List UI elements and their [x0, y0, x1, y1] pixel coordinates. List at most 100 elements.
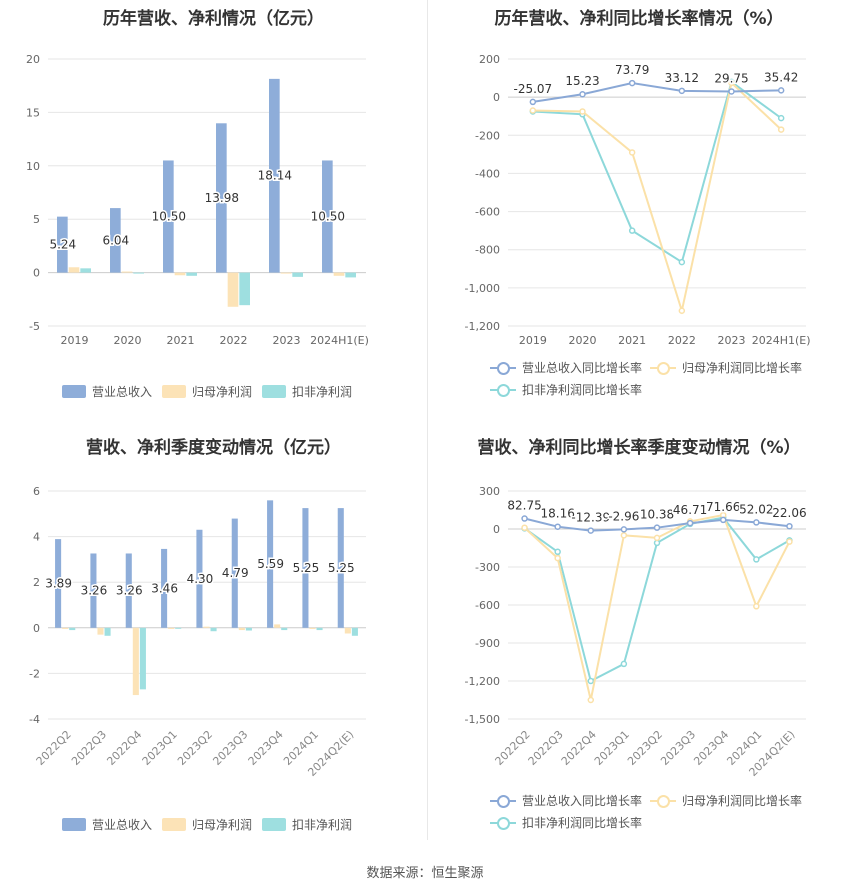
legend-label: 扣非净利润 — [292, 385, 353, 399]
legend-swatch — [62, 818, 86, 831]
legend-item-revenue[interactable]: 营业总收入 — [62, 383, 152, 400]
legend-item-revenue-growth[interactable]: 营业总收入同比增长率 — [490, 359, 642, 376]
x-tick-label: 2022Q4 — [104, 728, 144, 768]
annual-bar-chart: 20 15 10 5 0 -5 5.24 6.04 10.50 13.98 18.14 10.50 20… — [26, 53, 369, 347]
bar-revenue — [196, 529, 203, 628]
y-tick-label: 2 — [33, 576, 40, 589]
y-tick-label: -1,000 — [465, 282, 500, 295]
data-point — [678, 307, 686, 314]
data-point — [620, 532, 628, 539]
legend-item-deducted-profit[interactable]: 扣非净利润 — [262, 816, 352, 833]
legend-swatch — [490, 361, 516, 375]
bar-deducted-profit — [69, 627, 76, 631]
x-tick-label: 2022Q3 — [69, 728, 109, 768]
legend-item-deducted-growth[interactable]: 扣非净利润同比增长率 — [490, 814, 642, 831]
data-point — [653, 524, 661, 531]
data-point — [786, 538, 793, 545]
bar-deducted-profit — [351, 627, 358, 636]
legend-item-revenue-growth[interactable]: 营业总收入同比增长率 — [490, 792, 642, 809]
bar-parent-profit — [309, 627, 316, 629]
data-point — [628, 149, 636, 156]
bar-revenue — [161, 548, 168, 628]
data-point — [753, 519, 760, 526]
bar-parent-profit — [132, 627, 139, 696]
y-tick-label: 0 — [493, 523, 500, 536]
data-point — [628, 79, 636, 87]
bar-parent-profit — [203, 626, 210, 628]
bar-revenue — [337, 508, 344, 628]
bar-parent-profit — [344, 627, 351, 634]
y-tick-label: -2 — [29, 667, 40, 680]
y-tick-label: -800 — [475, 244, 500, 257]
x-tick-label: 2024H1(E) — [752, 334, 811, 347]
data-point — [777, 114, 785, 122]
bar-revenue — [322, 160, 333, 273]
data-point — [587, 696, 595, 704]
legend-swatch — [262, 818, 286, 831]
legend-label: 营业总收入同比增长率 — [522, 361, 643, 375]
data-label: 71.66 — [706, 500, 740, 514]
data-label: 5.25 — [293, 561, 320, 575]
bar-deducted-profit — [139, 627, 146, 690]
data-point — [579, 108, 586, 115]
annual-growth-legend: 营业总收入同比增长率 归母净利润同比增长率 扣非净利润同比增长率 — [428, 359, 850, 403]
bar-parent-profit — [121, 271, 133, 273]
x-tick-label: 2020 — [114, 334, 142, 347]
legend-label: 扣非净利润 — [292, 818, 353, 832]
data-label: 3.89 — [45, 576, 72, 590]
bar-revenue — [269, 78, 280, 273]
y-tick-label: 4 — [33, 531, 40, 544]
data-point — [529, 98, 537, 106]
legend-item-parent-profit[interactable]: 归母净利润 — [162, 383, 252, 400]
data-label: 3.26 — [116, 584, 143, 598]
data-label: 52.02 — [739, 502, 773, 516]
quarterly-revenue-profit-panel: 营收、净利季度变动情况（亿元） 6 4 2 0 -2 -4 3.89 3.26 3.26 3.46… — [0, 425, 427, 845]
quarterly-bar-legend: 营业总收入 归母净利润 扣非净利润 — [0, 816, 427, 834]
bar-revenue — [57, 216, 68, 273]
data-label: 33.12 — [665, 71, 699, 85]
data-point — [719, 516, 727, 524]
data-point — [579, 90, 586, 98]
legend-swatch — [162, 385, 186, 398]
y-tick-label: 20 — [26, 53, 40, 66]
bar-revenue — [216, 123, 227, 273]
chart-title: 历年营收、净利情况（亿元） — [103, 9, 324, 29]
legend-item-parent-growth[interactable]: 归母净利润同比增长率 — [650, 359, 802, 376]
data-point — [529, 107, 537, 114]
x-tick-label: 2023Q3 — [210, 728, 250, 768]
y-tick-label: 0 — [33, 267, 40, 280]
bar-revenue — [231, 518, 238, 628]
y-tick-label: 0 — [493, 91, 500, 104]
bar-parent-profit — [168, 627, 175, 629]
data-label: 18.16 — [540, 507, 574, 521]
legend-label: 营业总收入 — [92, 818, 153, 832]
bar-revenue — [302, 508, 309, 628]
quarterly-bar-chart: 6 4 2 0 -2 -4 3.89 3.26 3.26 3.46 4.30 4.79 5.59 5.25… — [29, 485, 366, 779]
data-point — [686, 519, 694, 527]
legend-item-parent-growth[interactable]: 归母净利润同比增长率 — [650, 792, 802, 809]
legend-item-deducted-growth[interactable]: 扣非净利润同比增长率 — [490, 381, 642, 398]
y-tick-label: 300 — [479, 485, 500, 498]
bar-parent-profit — [62, 627, 69, 629]
y-tick-label: -5 — [29, 320, 40, 333]
legend-swatch — [650, 361, 676, 375]
bar-deducted-profit — [80, 268, 91, 273]
bar-parent-profit — [97, 627, 104, 635]
data-label: 18.14 — [258, 169, 292, 183]
bar-deducted-profit — [292, 272, 303, 277]
bar-parent-profit — [238, 627, 245, 631]
data-label: 4.30 — [187, 572, 214, 586]
legend-item-deducted-profit[interactable]: 扣非净利润 — [262, 383, 352, 400]
data-point — [554, 523, 561, 530]
legend-swatch — [62, 385, 86, 398]
legend-item-revenue[interactable]: 营业总收入 — [62, 816, 152, 833]
legend-item-parent-profit[interactable]: 归母净利润 — [162, 816, 252, 833]
y-tick-label: 6 — [33, 485, 40, 498]
bar-deducted-profit — [281, 627, 288, 631]
annual-bar-legend: 营业总收入 归母净利润 扣非净利润 — [0, 383, 427, 401]
legend-label: 扣非净利润同比增长率 — [522, 816, 643, 830]
panel-divider — [427, 0, 428, 840]
y-tick-label: -300 — [475, 561, 500, 574]
data-point — [587, 677, 595, 685]
data-label: 46.71 — [673, 503, 707, 517]
